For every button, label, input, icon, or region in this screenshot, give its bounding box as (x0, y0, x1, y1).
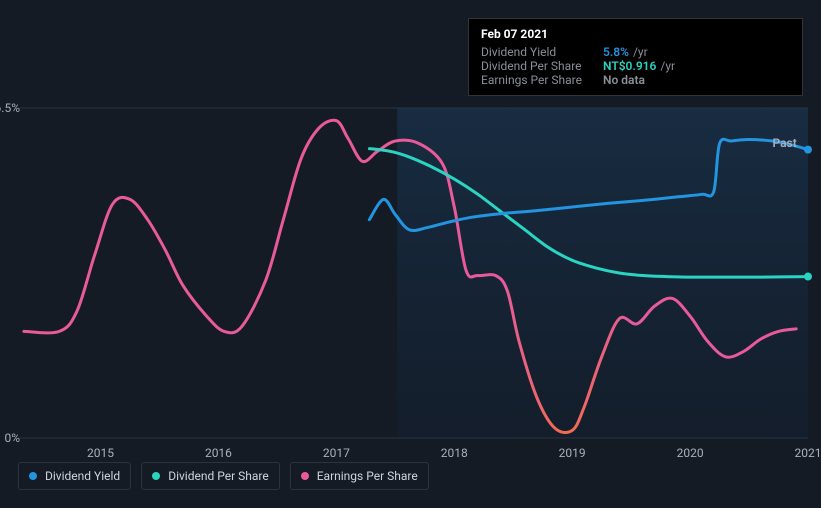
series-dy-end-dot (804, 146, 812, 154)
chart-tooltip: Feb 07 2021 Dividend Yield5.8%/yrDividen… (468, 18, 803, 96)
tooltip-row: Earnings Per ShareNo data (481, 73, 790, 87)
chart-svg (18, 108, 808, 438)
legend-label: Dividend Per Share (168, 469, 269, 483)
x-axis-label: 2016 (205, 446, 232, 460)
legend-dot-icon (29, 472, 37, 480)
tooltip-suffix: /yr (633, 45, 648, 59)
tooltip-value: NT$0.916 (603, 59, 656, 73)
tooltip-label: Dividend Per Share (481, 59, 603, 73)
tooltip-value: 5.8% (603, 45, 629, 59)
legend-item-eps[interactable]: Earnings Per Share (290, 462, 429, 490)
legend-dot-icon (152, 472, 160, 480)
chart-plot-area[interactable]: 0%6.5% 2015201620172018201920202021 Past (18, 108, 808, 438)
x-axis-label: 2021 (795, 446, 821, 460)
x-axis-label: 2017 (323, 446, 350, 460)
x-axis-label: 2018 (441, 446, 468, 460)
legend-dot-icon (301, 472, 309, 480)
chart-legend: Dividend Yield Dividend Per Share Earnings… (18, 462, 429, 490)
y-axis-label: 0% (4, 431, 20, 445)
legend-label: Earnings Per Share (317, 469, 418, 483)
shaded-future-region (397, 108, 808, 438)
tooltip-label: Dividend Yield (481, 45, 603, 59)
x-axis-label: 2015 (87, 446, 114, 460)
tooltip-label: Earnings Per Share (481, 73, 603, 87)
legend-label: Dividend Yield (45, 469, 120, 483)
tooltip-date: Feb 07 2021 (481, 27, 790, 41)
legend-item-dps[interactable]: Dividend Per Share (141, 462, 280, 490)
series-dps-end-dot (804, 273, 812, 281)
x-axis-label: 2019 (559, 446, 586, 460)
tooltip-value: No data (603, 73, 645, 87)
tooltip-suffix: /yr (660, 59, 675, 73)
y-axis-label: 6.5% (0, 101, 20, 115)
tooltip-row: Dividend Per ShareNT$0.916/yr (481, 59, 790, 73)
past-label: Past (772, 136, 796, 150)
tooltip-row: Dividend Yield5.8% /yr (481, 45, 790, 59)
legend-item-dy[interactable]: Dividend Yield (18, 462, 131, 490)
x-axis-label: 2020 (677, 446, 704, 460)
